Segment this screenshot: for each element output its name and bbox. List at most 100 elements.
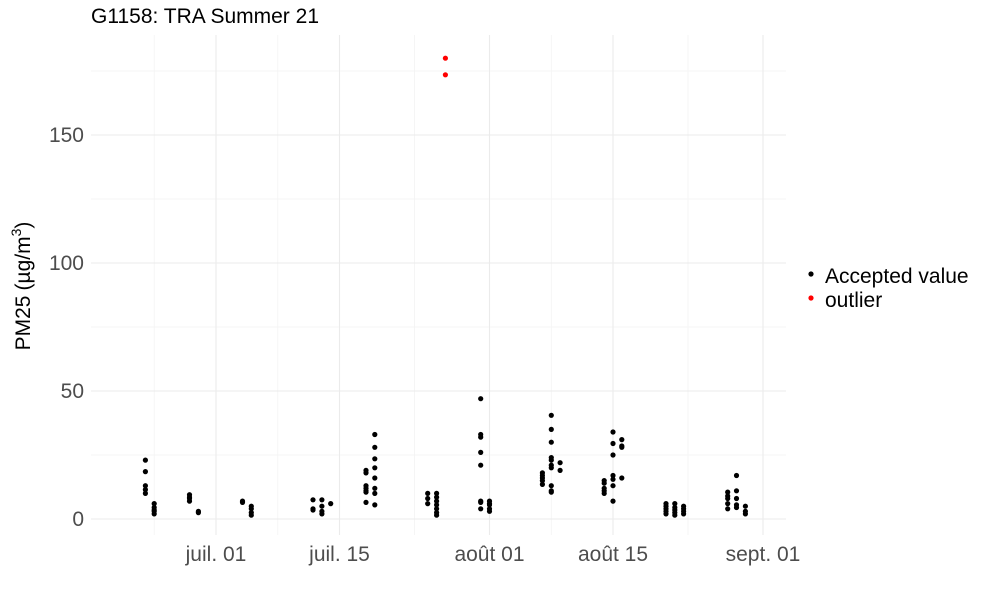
data-point-accepted-value xyxy=(733,488,740,494)
data-point-accepted-value xyxy=(142,483,148,489)
data-point-accepted-value xyxy=(319,497,325,503)
data-point-accepted-value xyxy=(610,483,616,489)
y-tick-label: 150 xyxy=(49,124,84,147)
y-tick-labels: 0 50 100 150 xyxy=(49,124,84,531)
data-point-accepted-value xyxy=(610,498,616,504)
data-point-accepted-value xyxy=(478,396,484,402)
legend: Accepted value outlier xyxy=(808,265,969,312)
data-point-accepted-value xyxy=(142,490,148,496)
data-point-accepted-value xyxy=(248,512,254,518)
data-point-accepted-value xyxy=(742,511,749,517)
x-tick-label: juil. 15 xyxy=(308,543,370,566)
data-point-accepted-value xyxy=(681,511,687,517)
x-tick-labels: juil. 01 juil. 15 août 01 août 15 sept. 01 xyxy=(185,543,801,566)
data-point-accepted-value xyxy=(548,412,554,418)
data-point-accepted-value xyxy=(619,475,625,481)
data-point-accepted-value xyxy=(151,511,157,517)
data-point-accepted-value xyxy=(363,489,369,495)
x-tick-label: sept. 01 xyxy=(726,543,801,566)
data-point-accepted-value xyxy=(151,501,157,507)
data-point-accepted-value xyxy=(548,465,554,471)
data-point-accepted-value xyxy=(548,439,554,445)
data-point-accepted-value xyxy=(725,489,731,495)
chart-title: G1158: TRA Summer 21 xyxy=(91,5,319,28)
x-tick-label: août 01 xyxy=(454,543,524,566)
data-point-accepted-value xyxy=(478,499,484,505)
grid-lines xyxy=(91,35,786,535)
data-point-accepted-value xyxy=(742,503,749,509)
data-point-accepted-value xyxy=(733,504,740,511)
data-point-accepted-value xyxy=(372,431,378,438)
data-point-accepted-value xyxy=(478,434,484,440)
data-point-accepted-value xyxy=(425,495,431,502)
legend-label-accepted-value: Accepted value xyxy=(825,265,969,288)
data-point-accepted-value xyxy=(619,437,625,443)
data-point-accepted-value xyxy=(372,465,378,471)
data-point-accepted-value xyxy=(539,481,546,487)
data-point-accepted-value xyxy=(478,506,484,512)
y-axis-label-unit-exponent: 3 xyxy=(8,228,24,236)
data-point-accepted-value xyxy=(372,475,378,481)
data-point-accepted-value xyxy=(434,506,440,512)
data-point-accepted-value xyxy=(372,444,378,450)
data-point-accepted-value xyxy=(372,485,378,491)
y-axis-label-quantity: PM25 xyxy=(12,296,35,351)
data-point-accepted-value xyxy=(248,506,254,512)
y-tick-label: 50 xyxy=(61,380,84,403)
data-point-accepted-value xyxy=(539,478,546,484)
data-point-accepted-value xyxy=(434,512,440,518)
data-point-accepted-value xyxy=(619,444,625,450)
data-point-accepted-value xyxy=(186,498,193,504)
data-point-outlier xyxy=(442,55,448,61)
data-point-accepted-value xyxy=(557,467,563,473)
data-point-accepted-value xyxy=(610,472,616,479)
data-point-accepted-value xyxy=(319,503,325,509)
data-point-accepted-value xyxy=(310,497,316,503)
data-point-accepted-value xyxy=(486,502,493,508)
data-point-accepted-value xyxy=(328,501,334,507)
data-point-accepted-value xyxy=(363,499,369,505)
data-point-accepted-value xyxy=(434,498,440,504)
data-point-accepted-value xyxy=(601,490,607,496)
data-point-accepted-value xyxy=(363,470,369,476)
data-point-accepted-value xyxy=(142,469,148,475)
legend-key-outlier xyxy=(808,295,814,301)
data-point-accepted-value xyxy=(486,508,493,514)
y-tick-label: 100 xyxy=(49,252,84,275)
data-point-accepted-value xyxy=(372,502,378,508)
data-point-accepted-value xyxy=(610,452,616,458)
data-point-accepted-value xyxy=(239,499,246,505)
data-point-accepted-value xyxy=(725,506,731,512)
y-axis-label-unit: µg/m xyxy=(12,236,35,283)
data-point-accepted-value xyxy=(142,457,148,463)
data-point-accepted-value xyxy=(142,487,148,493)
data-point-accepted-value xyxy=(319,511,325,517)
data-point-accepted-value xyxy=(478,449,484,455)
data-point-accepted-value xyxy=(733,495,740,502)
legend-label-outlier: outlier xyxy=(825,289,882,312)
data-point-accepted-value xyxy=(725,495,731,502)
data-point-outlier xyxy=(442,72,448,78)
data-point-accepted-value xyxy=(195,509,201,516)
data-point-accepted-value xyxy=(434,494,440,500)
data-point-accepted-value xyxy=(372,456,378,462)
data-point-accepted-value xyxy=(478,462,484,468)
data-point-accepted-value xyxy=(548,457,554,463)
data-point-accepted-value xyxy=(672,512,678,518)
data-point-accepted-value xyxy=(601,480,607,486)
data-points xyxy=(142,55,749,518)
data-point-accepted-value xyxy=(425,490,431,496)
x-tick-label: juil. 01 xyxy=(185,543,247,566)
data-point-accepted-value xyxy=(733,472,740,479)
data-point-accepted-value xyxy=(548,483,554,489)
data-point-accepted-value xyxy=(548,426,554,432)
x-tick-label: août 15 xyxy=(578,543,648,566)
y-axis-label: PM25(µg/m3) xyxy=(8,222,35,351)
data-point-accepted-value xyxy=(434,490,440,496)
data-point-accepted-value xyxy=(425,501,431,507)
data-point-accepted-value xyxy=(548,489,554,495)
data-point-accepted-value xyxy=(663,511,669,517)
data-point-accepted-value xyxy=(557,460,563,466)
